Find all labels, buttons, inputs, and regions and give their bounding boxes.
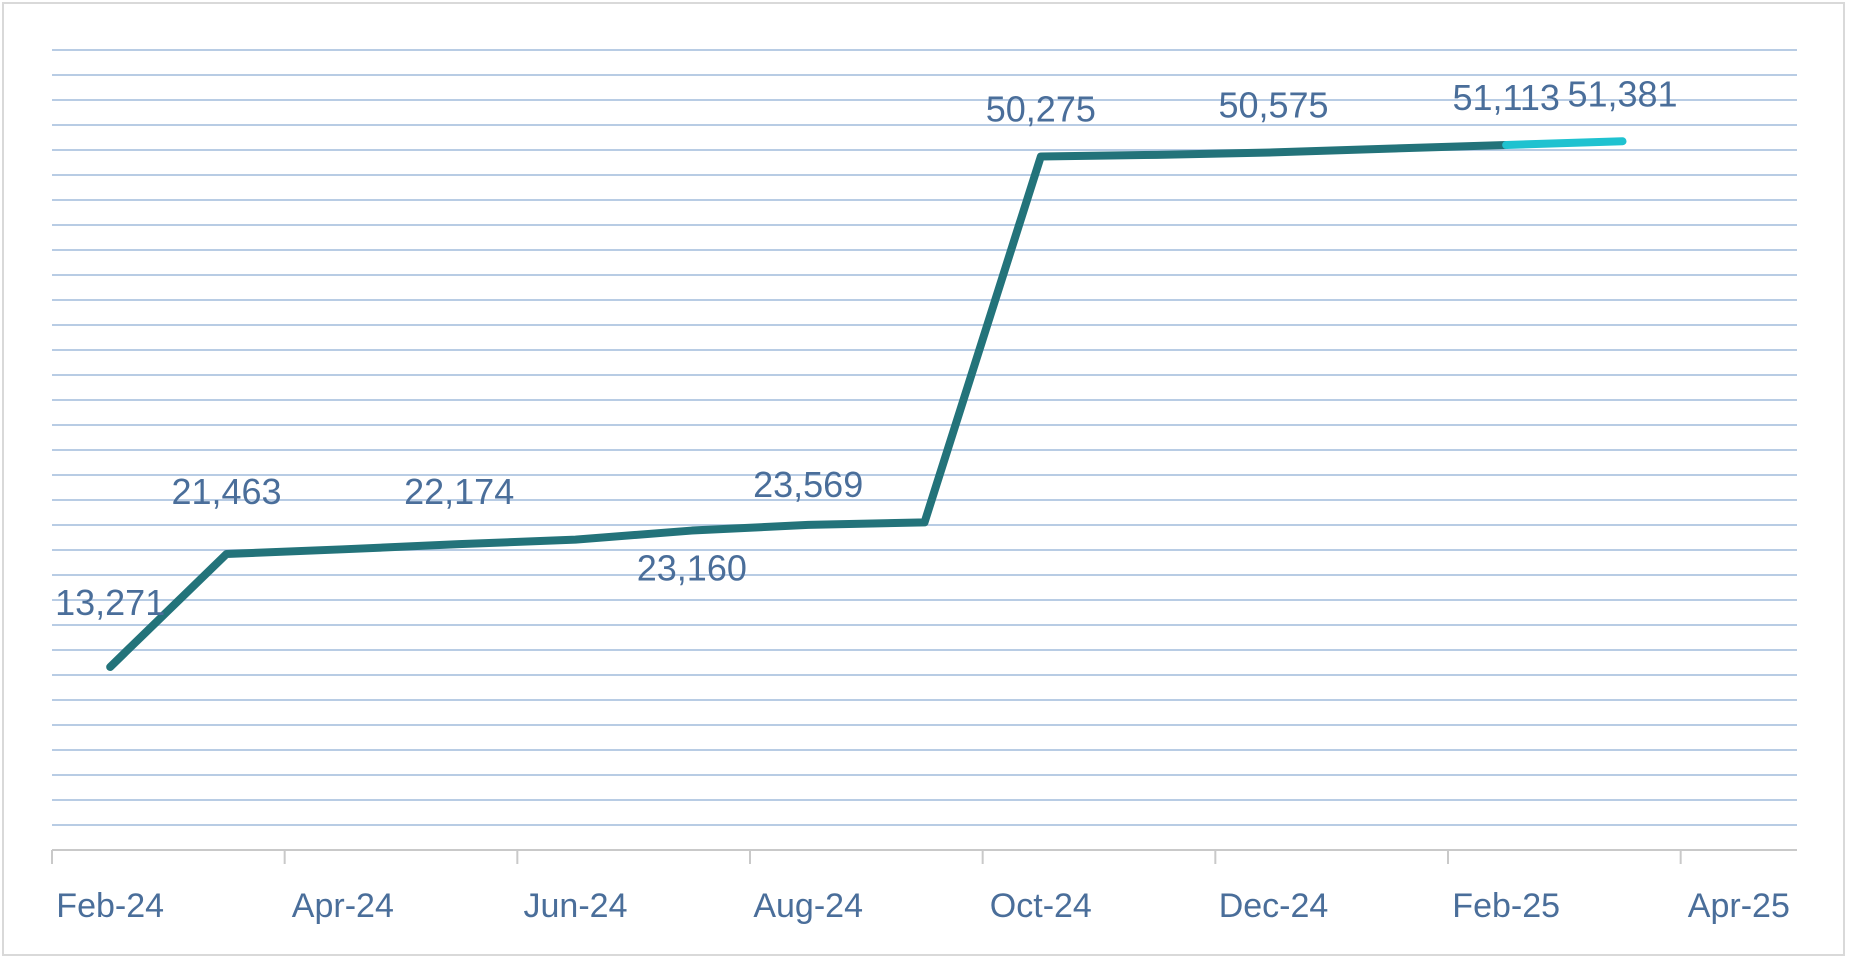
x-tick-label: Apr-25 <box>1688 887 1790 925</box>
series-line-latest-segment <box>1502 137 1627 149</box>
data-label: 50,575 <box>1218 84 1328 125</box>
data-label: 51,381 <box>1567 73 1677 114</box>
x-tick-label: Feb-25 <box>1452 887 1560 925</box>
data-label: 22,174 <box>404 471 514 512</box>
x-tick-label: Apr-24 <box>292 887 394 925</box>
data-label: 23,160 <box>637 548 747 589</box>
data-label: 21,463 <box>171 471 281 512</box>
data-label: 50,275 <box>986 89 1096 130</box>
data-label: 13,271 <box>55 582 165 623</box>
x-tick-label: Feb-24 <box>56 887 164 925</box>
x-tick-label: Oct-24 <box>990 887 1092 925</box>
x-tick-label: Dec-24 <box>1219 887 1329 925</box>
x-tick-label: Aug-24 <box>753 887 863 925</box>
data-label: 23,569 <box>753 464 863 505</box>
series-line <box>106 140 1511 671</box>
data-label: 51,113 <box>1452 77 1559 118</box>
x-tick-label: Jun-24 <box>524 887 628 925</box>
